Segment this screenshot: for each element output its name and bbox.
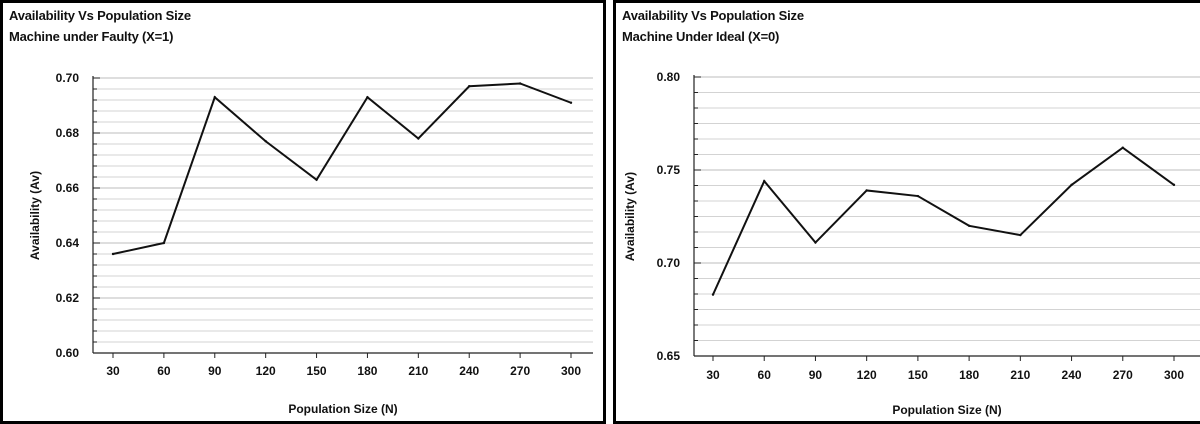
line-chart-ideal: 0.65 0.70 0.75 0.80 30 60 90 120 150 180 210 240 270… xyxy=(623,70,1200,417)
x-tick-label: 30 xyxy=(706,368,720,382)
x-tick-label: 150 xyxy=(307,364,327,378)
y-tick-label: 0.64 xyxy=(56,236,80,250)
chart-subtitle: Machine Under Ideal (X=0) xyxy=(622,29,780,44)
x-tick-label: 120 xyxy=(857,368,877,382)
y-axis-label: Availability (Av) xyxy=(28,171,42,260)
data-point xyxy=(111,252,115,256)
data-point xyxy=(366,96,369,99)
series-line xyxy=(712,146,1175,296)
data-point xyxy=(711,293,715,296)
data-point xyxy=(916,194,920,198)
x-tick-label: 240 xyxy=(459,364,479,378)
chart-panel-ideal: Availability Vs Population Size Machine … xyxy=(613,0,1200,424)
data-point xyxy=(865,189,868,192)
x-tick-label: 270 xyxy=(510,364,530,378)
line-chart-faulty: 0.60 0.62 0.64 0.66 0.68 0.70 30 60 90 120 150 180 2… xyxy=(28,71,593,416)
chart-title: Availability Vs Population Size xyxy=(622,8,804,23)
data-point xyxy=(213,96,216,99)
series-line xyxy=(112,82,572,255)
data-point xyxy=(1121,146,1124,149)
data-point xyxy=(1019,233,1022,237)
x-tick-label: 120 xyxy=(256,364,276,378)
y-tick-label: 0.75 xyxy=(657,163,681,177)
x-tick-label: 240 xyxy=(1062,368,1082,382)
chart-subtitle: Machine under Faulty (X=1) xyxy=(9,29,174,44)
data-point xyxy=(1172,183,1176,187)
x-tick-label: 180 xyxy=(959,368,979,382)
y-tick-label: 0.62 xyxy=(56,291,80,305)
x-tick-label: 60 xyxy=(157,364,171,378)
x-tick-label: 180 xyxy=(357,364,377,378)
y-tick-label: 0.60 xyxy=(56,346,80,360)
y-tick-label: 0.65 xyxy=(657,349,681,363)
y-axis-label: Availability (Av) xyxy=(623,172,637,261)
y-tick-label: 0.70 xyxy=(56,71,80,85)
data-point xyxy=(417,137,420,140)
x-tick-label: 90 xyxy=(208,364,222,378)
x-tick-label: 90 xyxy=(809,368,823,382)
x-tick-label: 150 xyxy=(908,368,928,382)
data-point xyxy=(763,179,766,183)
data-point xyxy=(315,178,318,181)
data-point xyxy=(967,224,971,227)
y-tick-label: 0.80 xyxy=(657,70,681,84)
y-tick-label: 0.70 xyxy=(657,256,681,270)
y-tick-label: 0.68 xyxy=(56,126,80,140)
data-point xyxy=(569,101,573,104)
x-tick-label: 300 xyxy=(1164,368,1184,382)
data-point xyxy=(264,140,267,143)
x-axis-label: Population Size (N) xyxy=(288,402,397,416)
chart-panel-faulty: Availability Vs Population Size Machine … xyxy=(0,0,606,424)
x-tick-label: 60 xyxy=(758,368,772,382)
x-tick-label: 30 xyxy=(106,364,120,378)
y-tick-label: 0.66 xyxy=(56,181,80,195)
data-point xyxy=(1070,183,1073,187)
data-point xyxy=(814,241,817,244)
chart-title: Availability Vs Population Size xyxy=(9,8,191,23)
data-point xyxy=(468,85,471,88)
x-axis-label: Population Size (N) xyxy=(892,403,1001,417)
data-point xyxy=(162,241,166,245)
data-point xyxy=(518,82,522,85)
x-tick-label: 270 xyxy=(1113,368,1133,382)
x-tick-label: 300 xyxy=(561,364,581,378)
x-tick-label: 210 xyxy=(1010,368,1030,382)
x-tick-label: 210 xyxy=(408,364,428,378)
